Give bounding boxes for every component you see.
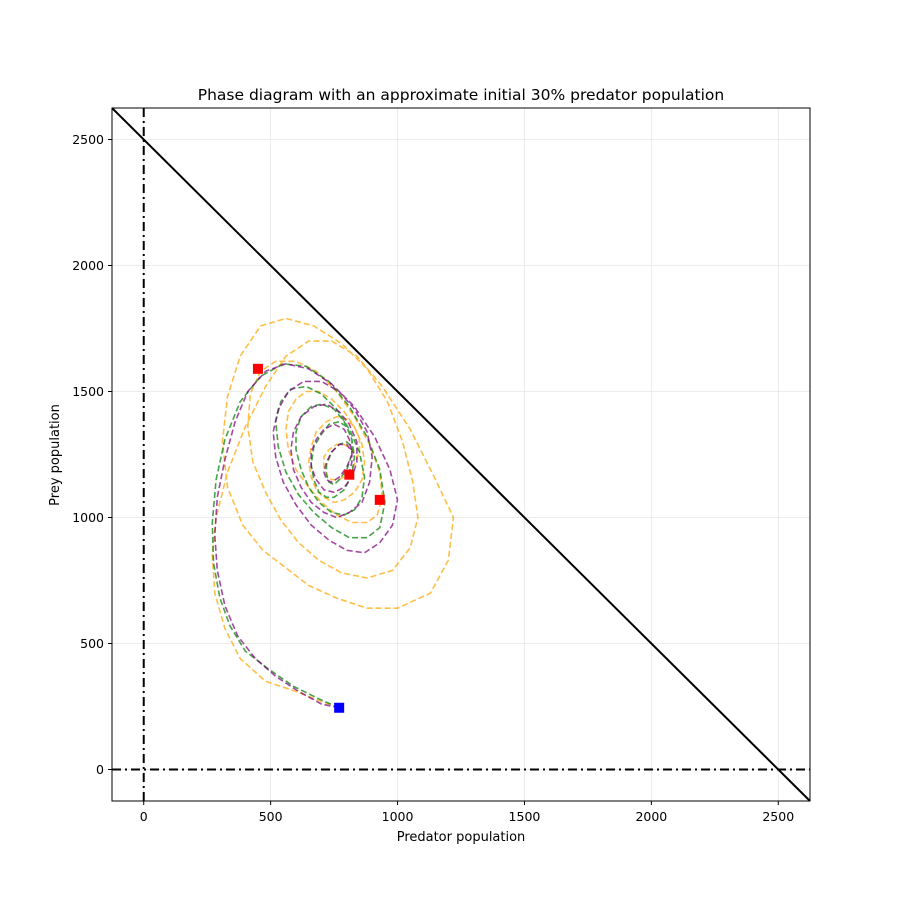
x-tick-label: 2000	[635, 809, 667, 824]
end-point-marker-3	[374, 494, 385, 505]
y-tick-label: 0	[96, 762, 104, 777]
series-line-1	[211, 317, 455, 709]
x-tick-label: 500	[259, 809, 283, 824]
x-tick-label: 1000	[382, 809, 414, 824]
y-tick-label: 2000	[72, 258, 104, 273]
x-tick-label: 2500	[762, 809, 794, 824]
boundary-line	[111, 107, 811, 802]
y-tick-label: 2500	[72, 132, 104, 147]
y-tick-label: 1500	[72, 384, 104, 399]
y-tick-label: 500	[80, 636, 104, 651]
x-tick-label: 0	[140, 809, 148, 824]
end-point-marker-1	[252, 363, 263, 374]
plot-frame	[111, 107, 811, 802]
y-axis-label: Prey population	[48, 404, 63, 506]
end-point-marker-2	[344, 469, 355, 480]
chart-title: Phase diagram with an approximate initia…	[198, 86, 725, 104]
start-point-marker	[334, 702, 345, 713]
y-tick-label: 1000	[72, 510, 104, 525]
series-line-2	[211, 362, 386, 709]
series-line-3	[214, 362, 399, 709]
x-tick-label: 1500	[509, 809, 541, 824]
x-axis-label: Predator population	[397, 830, 526, 845]
plot-area: 0 500 1000 1500 2000 2500 0 500 1000 1500 2000 2500	[72, 107, 811, 824]
